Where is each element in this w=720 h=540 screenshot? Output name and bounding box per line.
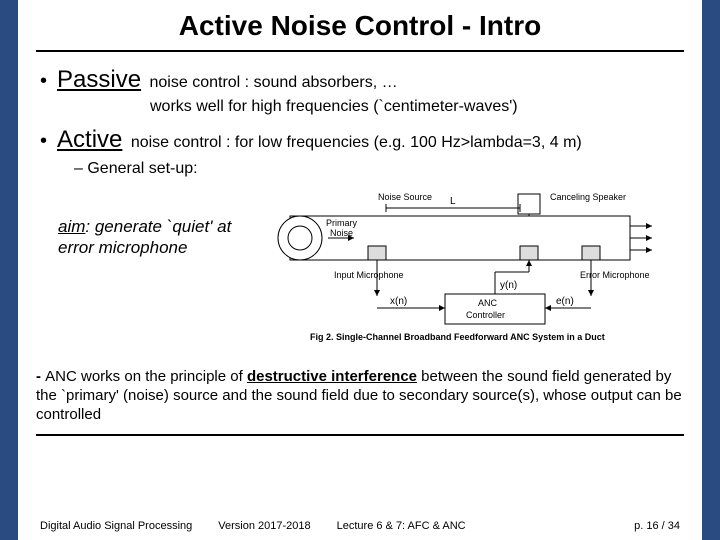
lbl-primary2: Noise [330,228,353,238]
aim-label: aim [58,217,85,236]
lbl-noise-source: Noise Source [378,192,432,202]
lbl-en: e(n) [556,296,574,307]
active-sub: – General set-up: [74,160,680,178]
footer: Digital Audio Signal Processing Version … [40,520,680,532]
setup-row: aim: generate `quiet' at error microphon… [40,188,680,346]
lbl-ctrl2: Controller [466,310,505,320]
passive-line2: works well for high frequencies (`centim… [150,98,680,116]
lbl-xn: x(n) [390,296,407,307]
slide-title: Active Noise Control - Intro [18,0,702,42]
bullet-dot-icon: • [40,131,47,151]
footer-lecture: Lecture 6 & 7: AFC & ANC [337,520,466,532]
slide: Active Noise Control - Intro • Passive n… [0,0,720,540]
para-p1: ANC works on the principle of [45,368,247,385]
footer-version: Version 2017-2018 [218,520,310,532]
content-area: • Passive noise control : sound absorber… [18,52,702,346]
bullet-dot-icon: • [40,71,47,91]
anc-paragraph: - ANC works on the principle of destruct… [36,368,684,424]
aim-text: aim: generate `quiet' at error microphon… [40,188,250,259]
divider-bottom [36,434,684,436]
active-word: Active [57,126,122,153]
lbl-error-mic: Error Microphone [580,270,650,280]
lbl-input-mic: Input Microphone [334,270,404,280]
slide-inner: Active Noise Control - Intro • Passive n… [18,0,702,540]
bullet-active: • Active noise control : for low frequen… [40,126,680,154]
footer-course: Digital Audio Signal Processing [40,520,192,532]
lbl-yn: y(n) [500,280,517,291]
diagram-caption: Fig 2. Single-Channel Broadband Feedforw… [310,332,605,342]
lbl-canceling: Canceling Speaker [550,192,626,202]
para-underline: destructive interference [247,368,417,385]
lbl-L: L [450,196,456,207]
anc-diagram: Noise Source L Canceling Speaker Primary… [250,188,670,346]
lbl-ctrl1: ANC [478,298,498,308]
passive-rest: noise control : sound absorbers, … [145,74,398,91]
para-dash: - [36,368,45,385]
footer-page: p. 16 / 34 [634,520,680,532]
active-rest: noise control : for low frequencies (e.g… [126,134,581,151]
passive-word: Passive [57,66,141,93]
bullet-passive: • Passive noise control : sound absorber… [40,66,680,94]
lbl-primary1: Primary [326,218,357,228]
